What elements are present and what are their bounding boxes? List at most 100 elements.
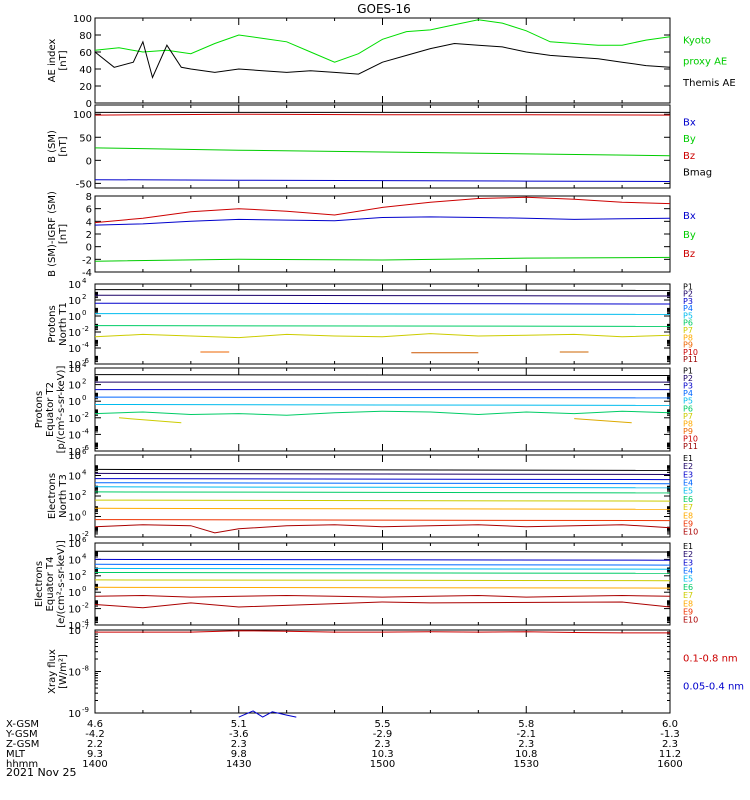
series-line-p1 xyxy=(94,374,671,376)
legend-entry: P3 xyxy=(683,382,693,391)
y-tick-exponent: -6 xyxy=(82,357,90,365)
y-tick-label: 10 xyxy=(68,472,81,483)
series-line-bx xyxy=(94,179,671,182)
y-axis-label: AE index xyxy=(47,39,58,83)
y-tick-exponent: 2 xyxy=(82,489,86,497)
y-tick-label: 0 xyxy=(86,156,92,167)
y-axis-label: [e/(cm²-s-sr-keV)] xyxy=(56,540,67,628)
legend-entry: P4 xyxy=(683,304,693,313)
y-tick-exponent: -6 xyxy=(82,444,90,452)
footer-row-label: Z-GSM xyxy=(6,739,39,750)
legend-entry: E3 xyxy=(683,470,693,479)
legend-entry: E5 xyxy=(683,575,693,584)
series-line-e3 xyxy=(94,563,671,566)
y-axis-label: Xray flux xyxy=(47,649,58,694)
footer-value: 10.8 xyxy=(515,749,537,760)
legend-entry: P5 xyxy=(683,397,693,406)
y-tick-exponent: -8 xyxy=(82,665,89,673)
series-line-p2 xyxy=(94,294,671,297)
y-tick-label: 8 xyxy=(86,192,92,203)
legend-entry: proxy AE xyxy=(683,57,727,68)
y-tick-label: 10 xyxy=(68,328,81,339)
legend-entry: Bmag xyxy=(683,167,712,178)
legend-entry: E8 xyxy=(683,511,693,520)
y-axis-label: [nT] xyxy=(58,50,69,70)
y-tick-exponent: -2 xyxy=(82,530,89,538)
series-line-p4 xyxy=(94,396,671,399)
y-tick-label: 100 xyxy=(73,110,92,121)
legend-entry: P6 xyxy=(683,404,693,413)
y-tick-label: 10 xyxy=(68,414,81,425)
legend-entry: P9 xyxy=(683,427,693,436)
y-tick-label: 40 xyxy=(79,65,92,76)
plot-title: GOES-16 xyxy=(357,2,411,16)
legend-entry: E1 xyxy=(683,542,693,551)
series-line-p3 xyxy=(94,302,671,305)
y-tick-label: 10 xyxy=(68,381,81,392)
legend-entry: E7 xyxy=(683,591,693,600)
legend-entry: Bx xyxy=(683,211,696,222)
y-tick-label: 10 xyxy=(68,668,81,679)
panel-frame xyxy=(94,542,671,626)
series-line-bx xyxy=(94,216,671,226)
series-line-themis-ae xyxy=(94,40,671,79)
series-line-bz xyxy=(94,113,671,116)
footer-value: 1400 xyxy=(82,759,107,770)
y-tick-label: 6 xyxy=(86,205,92,216)
series-line-e5 xyxy=(94,486,671,489)
legend-entry: E7 xyxy=(683,503,693,512)
footer-value: -2.1 xyxy=(516,729,536,740)
y-axis-label: Electrons xyxy=(34,561,45,607)
footer-value: 5.5 xyxy=(375,719,391,730)
footer-value: 5.1 xyxy=(231,719,247,730)
panel-frame xyxy=(94,454,671,538)
legend-entry: E9 xyxy=(683,608,693,617)
footer-value: 2.3 xyxy=(518,739,534,750)
date-label: 2021 Nov 25 xyxy=(6,766,76,779)
y-axis-label: North T3 xyxy=(58,474,69,518)
y-tick-label: 10 xyxy=(68,709,81,720)
footer-row-label: hhmm xyxy=(6,759,38,770)
y-axis-label: Electrons xyxy=(47,473,58,519)
footer-row-label: Y-GSM xyxy=(5,729,38,740)
legend-entry: E4 xyxy=(683,567,693,576)
legend-entry: P5 xyxy=(683,311,693,320)
legend-entry: By xyxy=(683,230,696,241)
y-tick-exponent: -4 xyxy=(82,618,90,626)
legend-entry: P2 xyxy=(683,374,693,383)
series-line-0.1-0.8-nm xyxy=(95,630,670,634)
y-tick-label: 10 xyxy=(68,492,81,503)
y-tick-label: -2 xyxy=(82,255,92,266)
y-axis-label: B (SM) xyxy=(47,130,58,163)
y-tick-label: 10 xyxy=(68,430,81,441)
y-tick-label: 10 xyxy=(68,280,81,291)
footer-row-label: X-GSM xyxy=(6,719,39,730)
series-line-e9 xyxy=(94,594,671,598)
legend-entry: P1 xyxy=(683,282,693,291)
y-axis-label: B (SM)-IGRF (SM) xyxy=(47,191,58,277)
y-tick-exponent: 0 xyxy=(82,394,86,402)
legend-entry: P4 xyxy=(683,389,693,398)
legend-entry: By xyxy=(683,134,696,145)
legend-entry: P6 xyxy=(683,319,693,328)
y-tick-label: 0 xyxy=(86,99,92,110)
y-tick-label: 60 xyxy=(79,48,92,59)
series-line-by xyxy=(94,256,671,262)
y-tick-exponent: -7 xyxy=(82,623,89,631)
legend-entry: P7 xyxy=(683,412,693,421)
series-line-p6 xyxy=(94,410,671,416)
panel-frame xyxy=(94,367,671,452)
y-tick-label: -50 xyxy=(76,179,92,190)
y-axis-label: [nT] xyxy=(58,136,69,156)
y-axis-label: Protons xyxy=(34,391,45,428)
footer-value: 9.8 xyxy=(231,749,247,760)
series-line-e3 xyxy=(94,478,671,481)
panel-bigrf: -4 -20 2 46 8 B (SM)-IGRF (SM) [nT] Bx By Bz xyxy=(47,191,696,279)
legend-entry: P11 xyxy=(683,355,698,364)
y-tick-exponent: 4 xyxy=(82,552,87,560)
series-line-p1 xyxy=(94,289,671,291)
legend-entry: P9 xyxy=(683,341,693,350)
footer-value: 10.3 xyxy=(371,749,393,760)
